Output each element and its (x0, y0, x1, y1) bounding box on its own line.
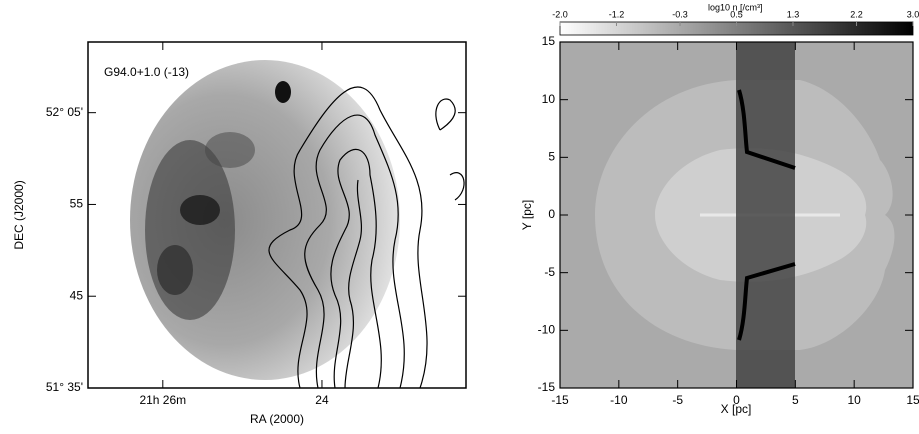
colorbar-tick-label: -2.0 (552, 9, 568, 19)
radio-image (88, 42, 466, 388)
y-tick-label: 0 (548, 207, 555, 221)
colorbar-tick-label: -1.2 (609, 9, 625, 19)
colorbar-tick-label: 2.2 (850, 9, 863, 19)
x-tick-label: 5 (792, 393, 799, 407)
colorbar-label: log10 n [/cm³] (708, 2, 763, 12)
colorbar-tick-label: 1.3 (787, 9, 800, 19)
x-tick-label: -5 (672, 393, 683, 407)
x-tick-label: 10 (847, 393, 861, 407)
x-axis-label: RA (2000) (250, 412, 304, 426)
simulation-image (560, 42, 913, 388)
y-tick-label: 51° 35' (46, 380, 83, 394)
y-tick-label: 55 (70, 197, 84, 211)
y-axis-label: DEC (J2000) (12, 180, 26, 249)
annotation: G94.0+1.0 (-13) (104, 65, 189, 79)
x-tick-label: 24 (315, 393, 329, 407)
x-tick-label: -10 (610, 393, 628, 407)
y-tick-label: 45 (70, 288, 84, 302)
x-tick-label: 15 (906, 393, 919, 407)
y-axis-label: Y [pc] (520, 200, 534, 230)
x-axis-label: X [pc] (721, 402, 752, 416)
y-tick-label: 52° 05' (46, 105, 83, 119)
y-tick-label: -15 (538, 380, 556, 394)
colorbar-tick-label: 3.0 (907, 9, 919, 19)
colorbar-tick-label: -0.3 (672, 9, 688, 19)
x-tick-label: -15 (551, 393, 569, 407)
y-tick-label: -5 (544, 265, 555, 279)
y-tick-label: 5 (548, 150, 555, 164)
x-tick-label: 0 (733, 393, 740, 407)
colorbar-tick-label: 0.5 (730, 9, 743, 19)
y-tick-label: 15 (542, 34, 556, 48)
y-tick-label: -10 (538, 323, 556, 337)
x-tick-label: 21h 26m (139, 393, 186, 407)
plot-frame (87, 41, 467, 389)
y-tick-label: 10 (542, 92, 556, 106)
